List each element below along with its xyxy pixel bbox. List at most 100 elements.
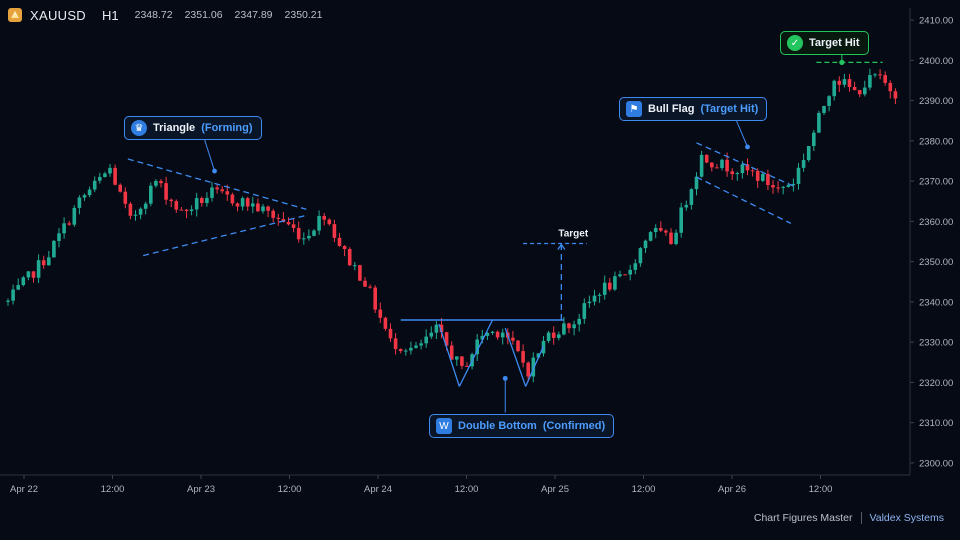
candle-body [863, 87, 867, 95]
w-shape-icon: W [436, 418, 452, 434]
candle-body [179, 209, 184, 211]
timeframe[interactable]: H1 [101, 7, 119, 23]
candle-body [92, 180, 97, 190]
bull-flag-callout[interactable]: ⚑ Bull Flag (Target Hit) [619, 97, 768, 121]
candle-body [704, 154, 709, 163]
candle-body [465, 365, 469, 367]
candle-body [373, 287, 377, 310]
candle-body [164, 183, 168, 200]
candle-body [669, 232, 673, 245]
candle-body [368, 286, 372, 288]
candle-body [500, 332, 505, 338]
candle-body [424, 336, 428, 344]
candle-body [215, 187, 219, 190]
ohlc-close: 2350.21 [284, 9, 323, 21]
candle-body [806, 146, 811, 161]
candle-body [648, 232, 653, 241]
candle-body [827, 96, 831, 106]
time-tick-label: 12:00 [278, 484, 302, 495]
candle-body [781, 186, 785, 188]
price-tick-label: 2340.00 [919, 297, 953, 308]
candle-body [878, 74, 882, 76]
candle-body [659, 228, 663, 231]
candle-body [419, 343, 423, 346]
candle-body [628, 269, 632, 275]
price-tick-label: 2370.00 [919, 177, 953, 188]
candle-body [143, 203, 148, 209]
target-arrow [557, 243, 566, 250]
price-tick-label: 2390.00 [919, 96, 953, 107]
time-axis[interactable]: Apr 22 12:00 Apr 23 12:00 Apr 24 12:00 Apr 25 1… [10, 475, 832, 495]
candle-body [128, 203, 133, 216]
target-hit-callout[interactable]: ✓ Target Hit [780, 31, 869, 55]
candle-body [210, 187, 214, 198]
candle-body [455, 356, 459, 360]
flag-upper-line [696, 142, 797, 188]
candle-body [618, 274, 622, 277]
candle-body [801, 160, 806, 168]
time-tick-label: Apr 24 [364, 484, 392, 495]
candle-body [302, 238, 306, 240]
candle-body [184, 209, 189, 211]
candle-body [271, 210, 275, 218]
candle-body [266, 206, 270, 211]
bull-flag-status: (Target Hit) [700, 103, 759, 115]
candle-body [118, 184, 122, 192]
price-tick-label: 2320.00 [919, 378, 953, 389]
candle-body [138, 208, 143, 215]
candle-body [536, 353, 541, 358]
candle-body [592, 295, 597, 302]
candle-body [868, 75, 872, 88]
candle-body [194, 198, 199, 210]
candle-body [745, 164, 750, 171]
candle-body [57, 233, 61, 241]
candle-body [761, 173, 765, 181]
double-bottom-callout[interactable]: W Double Bottom (Confirmed) [429, 414, 615, 438]
candle-body [822, 105, 826, 113]
time-tick-label: Apr 22 [10, 484, 38, 495]
candle-body [286, 222, 291, 225]
triangle-title: Triangle [153, 122, 196, 134]
price-axis[interactable]: 2410.00 2400.00 2390.00 2380.00 2370.00 2360.… [910, 16, 953, 470]
triangle-anchor-dot [212, 168, 217, 174]
candle-body [383, 317, 388, 329]
candle-body [832, 80, 836, 97]
candle-body [245, 198, 250, 207]
gold-icon [8, 8, 22, 22]
triangle-callout[interactable]: ♛ Triangle (Forming) [124, 116, 262, 140]
candle-body [11, 289, 15, 301]
candle-body [842, 79, 847, 85]
bull-flag-title: Bull Flag [648, 103, 695, 115]
candle-body [409, 347, 413, 351]
candle-body [98, 176, 102, 181]
candle-body [398, 349, 403, 352]
candle-body [689, 189, 694, 205]
price-tick-label: 2380.00 [919, 136, 953, 147]
candle-body [674, 232, 678, 245]
candle-body [449, 345, 454, 360]
candle-body [735, 173, 740, 175]
candle-body [26, 271, 31, 278]
candle-body [715, 167, 719, 169]
footer-brand[interactable]: Valdex Systems [869, 512, 945, 524]
double-bottom-title: Double Bottom [458, 420, 537, 432]
symbol-name[interactable]: XAUUSD [30, 7, 86, 23]
candle-body [251, 203, 255, 207]
candle-body [857, 90, 862, 95]
price-tick-label: 2400.00 [919, 56, 953, 67]
candle-body [664, 230, 668, 233]
candle-body [174, 201, 179, 210]
candle-body [235, 203, 240, 207]
candle-body [531, 357, 536, 377]
candle-body [307, 235, 311, 239]
candle-body [41, 260, 46, 266]
candle-body [312, 230, 316, 236]
double-bottom-status: (Confirmed) [542, 420, 606, 432]
time-tick-label: Apr 23 [187, 484, 215, 495]
candle-body [230, 194, 235, 204]
triangle-pointer [203, 138, 216, 172]
footer: Chart Figures Master Valdex Systems [754, 512, 944, 524]
candle-body [388, 328, 393, 339]
